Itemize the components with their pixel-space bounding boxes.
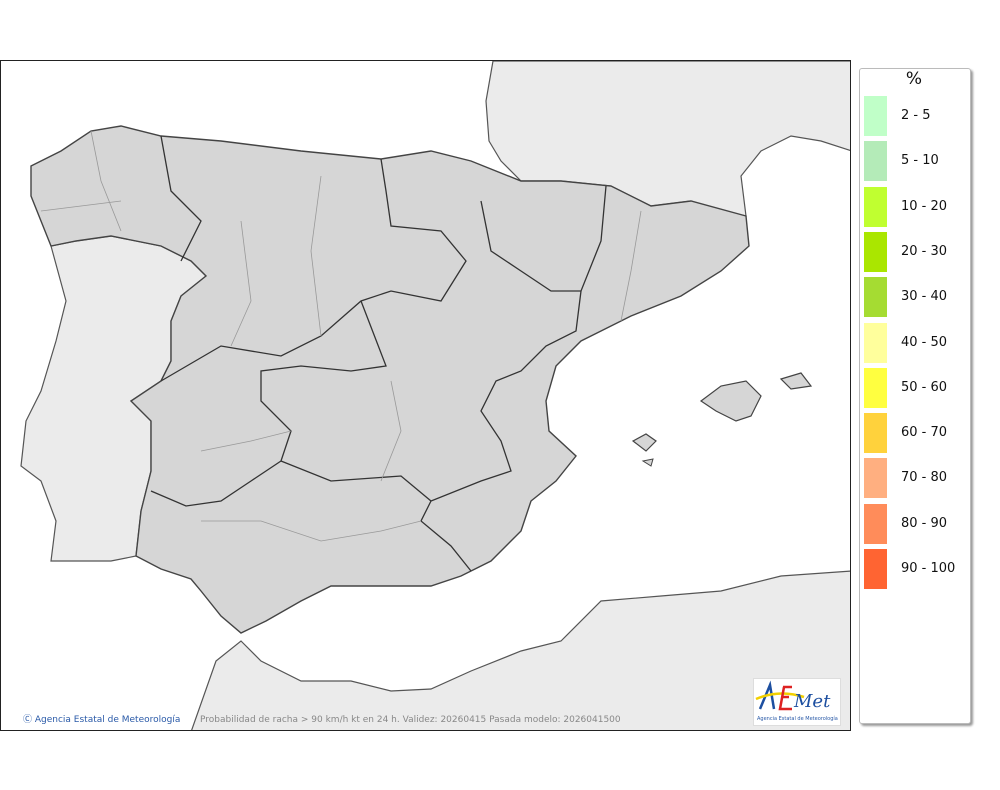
aemet-logo: Met Agencia Estatal de Meteorología <box>753 678 841 726</box>
legend-label: 30 - 40 <box>901 289 948 305</box>
africa-land <box>191 570 850 730</box>
legend-label: 40 - 50 <box>901 334 948 350</box>
legend-swatch <box>864 458 887 499</box>
aemet-logo-subtext: Agencia Estatal de Meteorología <box>757 716 838 722</box>
legend-swatch <box>864 367 887 408</box>
legend-swatch <box>864 549 887 589</box>
mallorca <box>699 380 762 422</box>
svg-text:Met: Met <box>793 691 831 712</box>
legend-swatch <box>864 141 887 182</box>
legend-swatch <box>864 96 887 136</box>
legend-label: 70 - 80 <box>901 470 948 486</box>
legend-swatch <box>864 503 887 544</box>
legend-swatch <box>864 322 887 363</box>
menorca <box>779 372 813 390</box>
legend-label: 5 - 10 <box>901 153 939 169</box>
legend-swatch <box>864 231 887 272</box>
legend-label: 20 - 30 <box>901 243 948 259</box>
legend-label: 10 - 20 <box>901 198 948 214</box>
province-borders <box>40 130 642 542</box>
agency-credit-text: Agencia Estatal de Meteorología <box>34 715 181 725</box>
spain-land <box>30 125 750 634</box>
legend-unit: % <box>905 69 923 89</box>
formentera <box>641 458 654 467</box>
legend-label: 90 - 100 <box>901 561 956 576</box>
agency-credit: Ⓒ Agencia Estatal de Meteorología <box>23 715 181 725</box>
map[interactable]: Ⓒ Agencia Estatal de Meteorología Probab… <box>0 60 851 731</box>
ibiza <box>631 433 657 452</box>
map-caption: Probabilidad de racha > 90 km/h kt en 24… <box>200 715 621 725</box>
legend-swatch <box>864 413 887 454</box>
legend-swatch <box>864 277 887 318</box>
legend-swatch <box>864 186 887 227</box>
legend-label: 60 - 70 <box>901 425 948 441</box>
legend-label: 2 - 5 <box>901 108 931 123</box>
legend-label: 50 - 60 <box>901 379 948 395</box>
map-svg <box>20 61 850 730</box>
aemet-logo-graphic: Met <box>755 680 831 712</box>
legend-label: 80 - 90 <box>901 515 948 531</box>
legend: % 2 - 5 5 - 10 10 - 20 20 - 30 30 - 40 40 - 5… <box>859 68 971 724</box>
